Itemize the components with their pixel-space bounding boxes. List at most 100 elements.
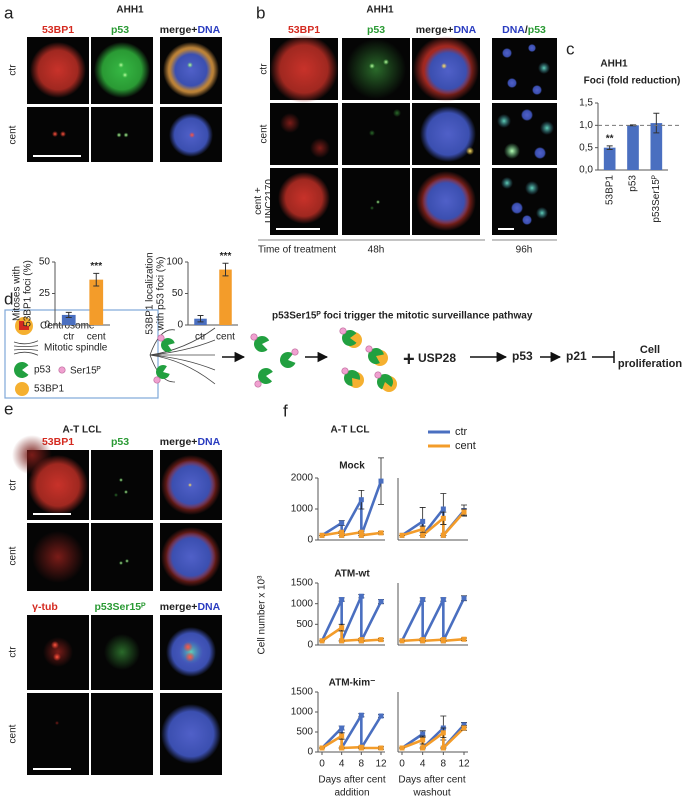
panel-title: AHH1 bbox=[116, 5, 144, 16]
point bbox=[339, 745, 345, 751]
column-header: merge+DNA bbox=[160, 24, 221, 36]
micrograph bbox=[91, 615, 153, 690]
stain bbox=[420, 106, 476, 162]
micrograph bbox=[160, 693, 222, 775]
panel-label: d bbox=[4, 289, 13, 308]
pathway-node: Cell bbox=[640, 344, 660, 356]
series-line bbox=[401, 637, 465, 643]
point bbox=[378, 599, 384, 605]
column-header-part: merge+ bbox=[160, 24, 198, 36]
x-tick-label: 4 bbox=[339, 759, 345, 770]
stain bbox=[125, 559, 129, 563]
point bbox=[461, 509, 467, 515]
micrograph bbox=[12, 435, 89, 520]
column-header: 53BP1 bbox=[42, 24, 74, 36]
column-header-part: p53 bbox=[367, 24, 385, 36]
stain bbox=[51, 641, 59, 649]
stain bbox=[393, 109, 401, 117]
spindle-icon bbox=[13, 349, 39, 351]
p53-icon bbox=[344, 370, 360, 386]
chart-subtitle: Foci (fold reduction) bbox=[584, 76, 681, 87]
y-tick-label: 1000 bbox=[291, 707, 314, 718]
ser15-icon bbox=[254, 380, 262, 388]
stain bbox=[507, 78, 517, 88]
p53-icon bbox=[368, 348, 384, 364]
micrograph-bg bbox=[492, 168, 557, 235]
x-tick-label: 12 bbox=[458, 759, 470, 770]
ser15-icon bbox=[341, 367, 349, 375]
legend-label: 53BP1 bbox=[34, 384, 64, 395]
error-bar bbox=[222, 262, 229, 277]
micrograph bbox=[160, 450, 222, 520]
point bbox=[358, 745, 364, 751]
error-bar bbox=[653, 112, 660, 134]
bar bbox=[89, 279, 104, 325]
column-header-part: p53 bbox=[111, 24, 129, 36]
stain bbox=[185, 652, 195, 662]
row-label: cent + bbox=[253, 187, 264, 215]
column-header-part: DNA bbox=[197, 436, 220, 448]
micrograph bbox=[160, 615, 222, 690]
stain bbox=[504, 143, 520, 159]
row-label: ctr bbox=[8, 646, 19, 658]
micrograph bbox=[492, 103, 557, 165]
series-line bbox=[321, 530, 382, 537]
stain bbox=[94, 42, 150, 98]
stain bbox=[370, 206, 374, 210]
stain bbox=[183, 642, 193, 652]
column-header-part: DNA bbox=[197, 24, 220, 36]
stain bbox=[278, 172, 330, 224]
row-label: cent bbox=[8, 125, 19, 144]
point bbox=[378, 478, 384, 484]
stain bbox=[424, 47, 472, 95]
p53-icon bbox=[341, 330, 357, 346]
y-tick-label: 1,5 bbox=[579, 98, 593, 109]
stain bbox=[532, 85, 542, 95]
stain bbox=[53, 653, 61, 661]
x-tick-label: p53Ser15ᴾ bbox=[651, 175, 662, 223]
error-bar bbox=[93, 272, 100, 287]
bar bbox=[603, 147, 616, 170]
annotation: ** bbox=[606, 134, 614, 145]
pathway-node: p21 bbox=[566, 349, 587, 363]
x-tick-label: 53BP1 bbox=[604, 175, 615, 205]
x-tick-label: p53 bbox=[628, 175, 639, 192]
point bbox=[461, 636, 467, 642]
point bbox=[319, 638, 325, 644]
point bbox=[461, 595, 467, 601]
row-label: cent bbox=[8, 546, 19, 565]
stain bbox=[422, 177, 470, 225]
column-header: p53 bbox=[111, 24, 129, 36]
x-tick-label: cent bbox=[216, 332, 235, 343]
point bbox=[420, 745, 426, 751]
series-line bbox=[401, 727, 465, 750]
stain bbox=[376, 200, 380, 204]
y-tick-label: 25 bbox=[39, 288, 51, 299]
time-value: 96h bbox=[516, 245, 533, 256]
y-tick-label: 50 bbox=[39, 257, 51, 268]
panel-title: A-T LCL bbox=[63, 425, 102, 436]
spindle bbox=[149, 354, 216, 371]
column-header: p53Ser15ᴾ bbox=[94, 601, 146, 613]
stain bbox=[119, 478, 123, 482]
stain bbox=[12, 435, 52, 475]
y-axis-label: 53BP1 foci (%) bbox=[23, 260, 34, 327]
row-title: Mock bbox=[339, 461, 365, 472]
ser15-icon bbox=[250, 333, 258, 341]
x-tick-label: 8 bbox=[359, 759, 365, 770]
stain bbox=[502, 48, 512, 58]
spindle bbox=[149, 339, 216, 356]
series-line bbox=[321, 480, 383, 537]
point bbox=[440, 597, 446, 603]
point bbox=[420, 532, 426, 538]
point bbox=[339, 638, 345, 644]
micrograph bbox=[91, 37, 153, 104]
panel-label: a bbox=[4, 3, 14, 22]
row-label: ctr bbox=[8, 64, 19, 76]
y-tick-label: 0 bbox=[177, 320, 183, 331]
point bbox=[339, 520, 345, 526]
y-tick-label: 0 bbox=[307, 535, 313, 546]
point bbox=[378, 530, 384, 536]
x-tick-label: 0 bbox=[319, 759, 325, 770]
annotation: *** bbox=[220, 251, 232, 262]
